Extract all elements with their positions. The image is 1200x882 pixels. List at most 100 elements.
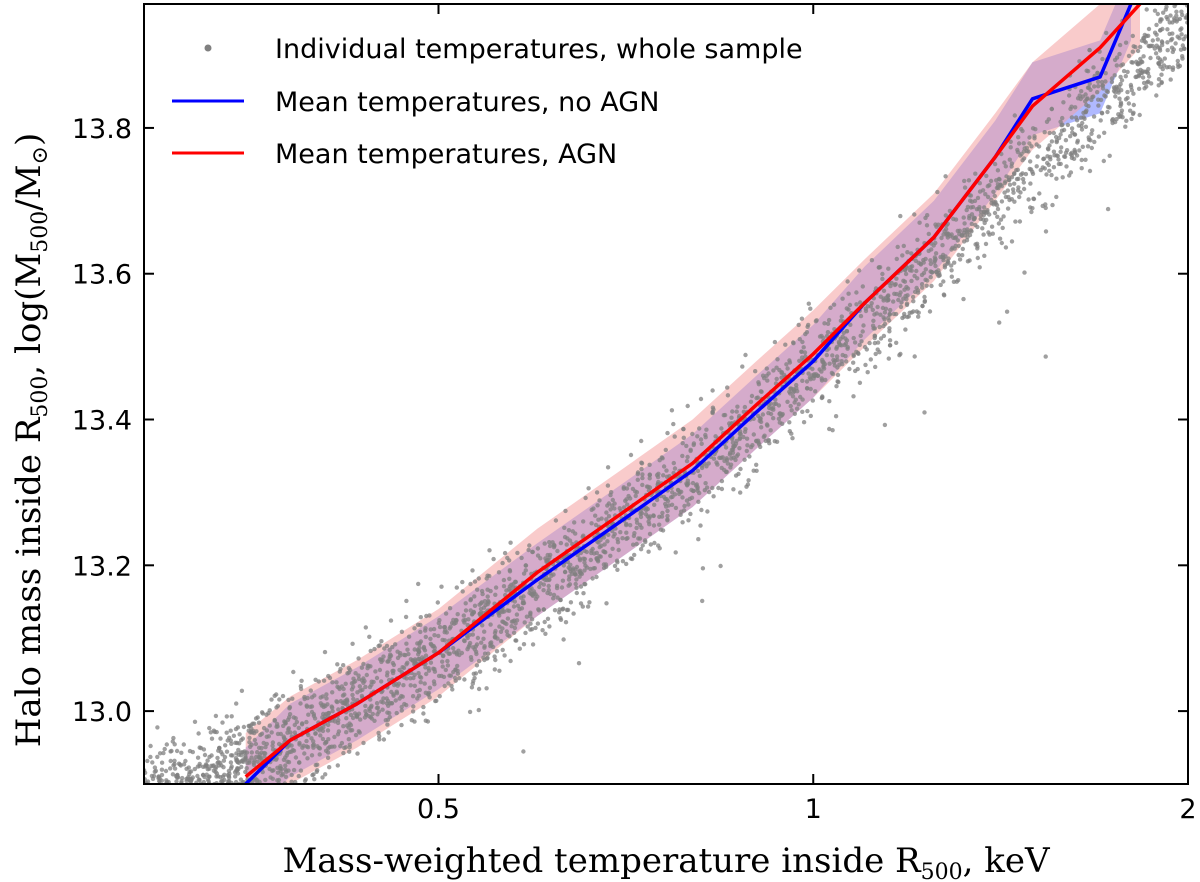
scatter-point <box>255 759 260 764</box>
scatter-point <box>565 536 570 541</box>
scatter-point <box>158 815 162 819</box>
scatter-point <box>733 473 739 478</box>
scatter-point <box>703 435 708 440</box>
scatter-point <box>384 643 390 649</box>
scatter-point <box>293 755 299 760</box>
scatter-point <box>403 614 409 620</box>
scatter-point <box>470 611 475 616</box>
scatter-point <box>482 657 487 663</box>
scatter-point <box>633 493 638 499</box>
scatter-point <box>283 763 288 768</box>
scatter-point <box>616 547 621 553</box>
scatter-point <box>847 366 852 372</box>
scatter-point <box>148 829 152 833</box>
scatter-point <box>347 749 352 754</box>
scatter-point <box>744 436 750 441</box>
scatter-point <box>160 788 164 792</box>
scatter-point <box>969 221 974 227</box>
scatter-point <box>288 730 293 735</box>
scatter-point <box>870 307 875 313</box>
scatter-point <box>1169 36 1175 42</box>
scatter-point <box>198 786 202 790</box>
scatter-point <box>552 608 558 613</box>
scatter-point <box>902 267 908 272</box>
scatter-point <box>190 829 194 833</box>
scatter-point <box>181 742 186 747</box>
scatter-point <box>195 773 200 779</box>
scatter-point <box>835 357 840 363</box>
scatter-point <box>220 805 224 809</box>
scatter-point <box>329 704 334 709</box>
scatter-point <box>684 458 690 464</box>
scatter-point <box>574 585 579 590</box>
scatter-point <box>408 683 413 688</box>
scatter-point <box>942 293 947 298</box>
scatter-point <box>952 246 957 251</box>
scatter-point <box>154 814 158 818</box>
scatter-point <box>421 711 426 716</box>
scatter-point <box>1141 80 1147 86</box>
scatter-point <box>199 788 203 792</box>
scatter-point <box>156 798 160 802</box>
scatter-point <box>566 577 572 582</box>
scatter-point <box>439 673 444 679</box>
scatter-point <box>1014 176 1020 182</box>
scatter-point <box>427 685 433 690</box>
scatter-point <box>1165 48 1170 53</box>
scatter-point <box>1154 22 1159 28</box>
scatter-point <box>208 802 212 806</box>
scatter-point <box>894 256 899 262</box>
scatter-point <box>189 791 193 795</box>
scatter-point <box>252 758 257 763</box>
scatter-point <box>1034 164 1039 169</box>
scatter-point <box>186 808 190 812</box>
scatter-point <box>803 354 808 359</box>
scatter-point <box>412 626 417 631</box>
scatter-point <box>263 777 268 783</box>
scatter-point <box>672 434 677 439</box>
scatter-point <box>1032 136 1037 141</box>
scatter-point <box>1156 77 1162 82</box>
scatter-point <box>311 742 316 747</box>
scatter-point <box>219 789 223 793</box>
scatter-point <box>699 507 704 513</box>
scatter-point <box>167 817 171 821</box>
scatter-point <box>228 806 232 810</box>
scatter-point <box>669 502 675 507</box>
scatter-point <box>1059 123 1064 128</box>
scatter-point <box>783 342 788 347</box>
scatter-point <box>194 798 198 802</box>
scatter-point <box>264 728 270 733</box>
scatter-point <box>492 667 497 672</box>
scatter-point <box>144 799 148 803</box>
scatter-point <box>1112 86 1118 91</box>
scatter-point <box>1046 117 1052 122</box>
scatter-point <box>246 723 251 729</box>
scatter-point <box>249 750 254 755</box>
scatter-point <box>597 544 602 550</box>
scatter-point <box>1159 39 1165 44</box>
scatter-point <box>664 468 669 473</box>
scatter-point <box>906 314 911 319</box>
scatter-point <box>652 540 657 546</box>
scatter-point <box>690 480 696 486</box>
scatter-point <box>199 802 203 806</box>
scatter-point <box>155 725 160 730</box>
scatter-point <box>1059 128 1065 133</box>
scatter-point <box>775 357 780 362</box>
scatter-point <box>308 704 313 709</box>
scatter-point <box>324 692 329 697</box>
scatter-point <box>835 372 841 378</box>
scatter-point <box>1100 83 1105 88</box>
scatter-point <box>543 631 548 636</box>
scatter-point <box>223 827 227 831</box>
scatter-point <box>228 760 234 765</box>
scatter-point <box>168 831 172 835</box>
scatter-point <box>451 621 457 626</box>
scatter-point <box>643 539 648 545</box>
scatter-point <box>574 577 579 582</box>
scatter-point <box>738 490 743 495</box>
scatter-point <box>189 790 193 794</box>
scatter-point <box>144 795 148 799</box>
scatter-point <box>474 651 479 657</box>
